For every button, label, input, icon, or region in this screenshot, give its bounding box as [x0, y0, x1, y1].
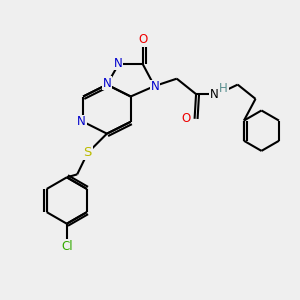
Text: O: O [181, 112, 190, 125]
Text: S: S [83, 146, 92, 160]
Text: O: O [139, 33, 148, 46]
Text: H: H [219, 82, 228, 95]
Text: N: N [151, 80, 160, 94]
Text: N: N [77, 115, 86, 128]
Text: N: N [103, 76, 111, 90]
Text: N: N [114, 57, 123, 70]
Text: Cl: Cl [61, 240, 73, 253]
Text: N: N [210, 88, 219, 100]
